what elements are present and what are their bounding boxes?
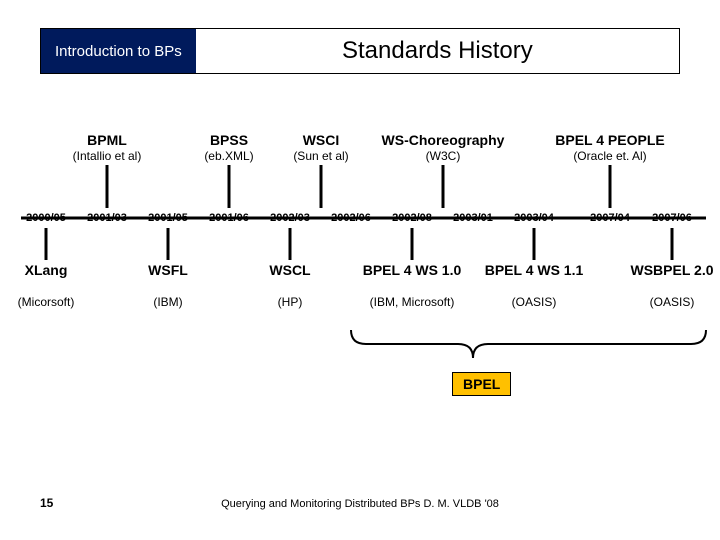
date-tick: 2001/06: [199, 212, 259, 225]
standard-name: WSFL: [108, 262, 228, 278]
standard-name: WSCL: [230, 262, 350, 278]
date-tick: 2002/08: [382, 212, 442, 225]
standard-org: (Oracle et. Al): [535, 150, 685, 164]
standard-org: (W3C): [368, 150, 518, 164]
date-tick: 2003/01: [443, 212, 503, 225]
date-tick: 2001/05: [138, 212, 198, 225]
standard-name: WSBPEL 2.0: [612, 262, 720, 278]
header-title: Standards History: [196, 29, 679, 73]
date-tick: 2002/03: [260, 212, 320, 225]
slide-header: Introduction to BPs Standards History: [40, 28, 680, 74]
bpel-box: BPEL: [452, 372, 511, 396]
standard-name: BPEL 4 PEOPLE: [535, 132, 685, 148]
standard-name: XLang: [0, 262, 106, 278]
date-tick: 2002/06: [321, 212, 381, 225]
date-tick: 2001/03: [77, 212, 137, 225]
standard-org: (Micorsoft): [0, 296, 111, 310]
date-tick: 2003/04: [504, 212, 564, 225]
footer-text: Querying and Monitoring Distributed BPs …: [0, 498, 720, 510]
standard-org: (HP): [225, 296, 355, 310]
standard-org: (IBM): [103, 296, 233, 310]
standard-org: (OASIS): [469, 296, 599, 310]
header-tab: Introduction to BPs: [41, 29, 196, 73]
standard-name: WS-Choreography: [368, 132, 518, 148]
standard-org: (IBM, Microsoft): [347, 296, 477, 310]
standard-name: BPEL 4 WS 1.1: [474, 262, 594, 278]
standard-org: (OASIS): [607, 296, 720, 310]
date-tick: 2007/04: [580, 212, 640, 225]
standard-name: BPEL 4 WS 1.0: [352, 262, 472, 278]
date-tick: 2007/06: [642, 212, 702, 225]
date-tick: 2000/05: [16, 212, 76, 225]
